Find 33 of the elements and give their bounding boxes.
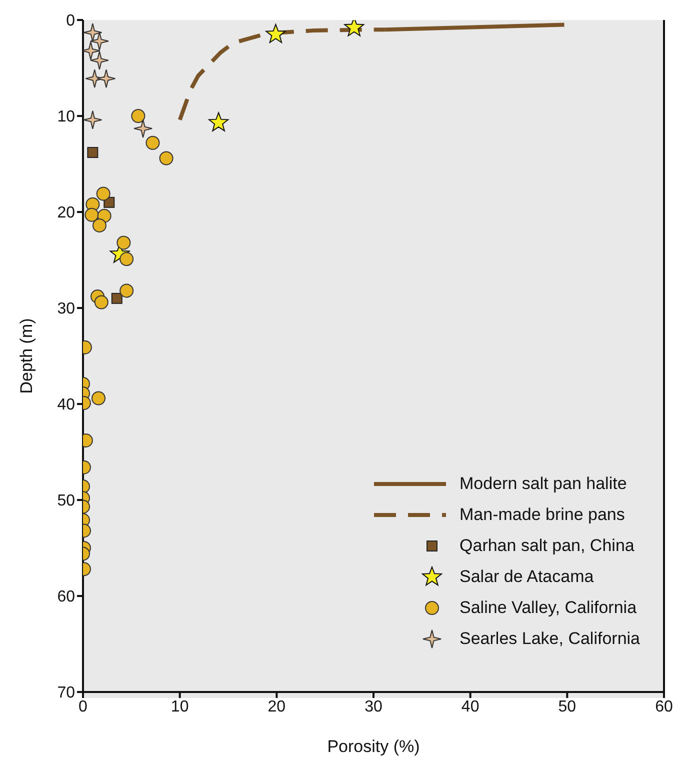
x-tick-label: 30 <box>364 698 382 716</box>
y-tick-label: 40 <box>57 396 76 414</box>
y-tick-label: 70 <box>57 684 76 702</box>
y-tick-label: 20 <box>57 204 76 222</box>
x-tick-label: 0 <box>78 698 88 716</box>
point <box>83 110 102 130</box>
x-tick-label: 20 <box>268 698 286 716</box>
point <box>87 146 98 158</box>
legend-label: Saline Valley, California <box>460 598 637 618</box>
point <box>111 292 122 304</box>
y-axis-title: Depth (m) <box>17 318 36 394</box>
x-axis-title: Porosity (%) <box>327 737 420 756</box>
point <box>96 69 116 88</box>
y-tick-label: 0 <box>66 12 76 30</box>
y-tick-label: 60 <box>57 588 76 606</box>
legend-label: Qarhan salt pan, China <box>460 536 634 556</box>
point <box>83 22 102 42</box>
x-tick-label: 10 <box>170 698 189 716</box>
x-tick-label: 60 <box>655 698 673 716</box>
x-tick-label: 40 <box>461 698 480 716</box>
point <box>90 50 109 70</box>
legend-label: Searles Lake, California <box>460 628 640 648</box>
x-tick-label: 50 <box>558 698 576 716</box>
y-tick-label: 30 <box>57 300 76 318</box>
point <box>266 24 286 43</box>
legend-label: Salar de Atacama <box>460 566 594 586</box>
legend-label: Man-made brine pans <box>460 504 625 524</box>
point <box>134 118 153 138</box>
y-tick-label: 50 <box>57 492 76 510</box>
point <box>90 32 109 51</box>
point <box>208 112 229 132</box>
legend-label: Modern salt pan halite <box>460 474 627 494</box>
y-tick-label: 10 <box>57 108 76 126</box>
